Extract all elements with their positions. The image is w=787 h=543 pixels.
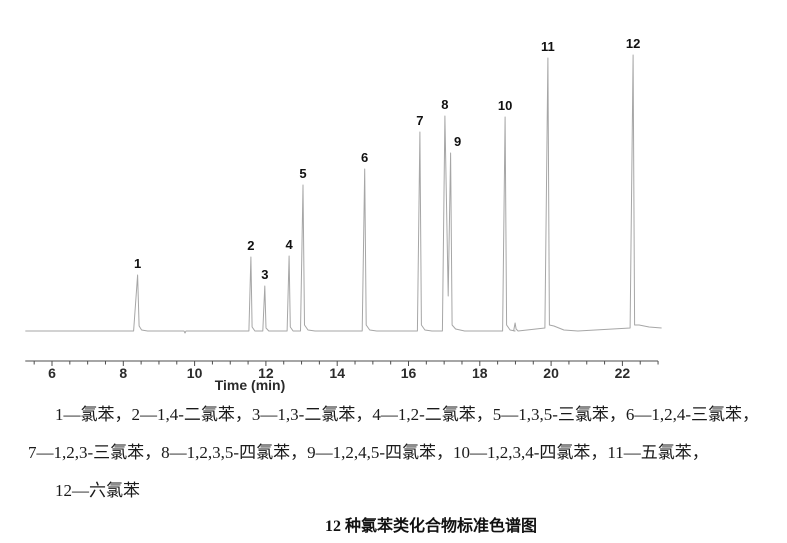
legend-line: 12—六氯苯: [55, 481, 140, 500]
peak-label-6: 6: [361, 150, 368, 165]
x-tick-label: 6: [48, 365, 56, 381]
x-tick-label: 20: [543, 365, 559, 381]
x-tick-label: 12: [258, 365, 274, 381]
peak-label-11: 11: [541, 39, 555, 54]
peak-label-10: 10: [498, 98, 512, 113]
peak-label-5: 5: [299, 166, 306, 181]
peak-label-8: 8: [441, 97, 448, 112]
peak-label-2: 2: [247, 238, 254, 253]
legend-line: 7—1,2,3-三氯苯，8—1,2,3,5-四氯苯，9—1,2,4,5-四氯苯，…: [28, 443, 709, 462]
x-tick-label: 10: [187, 365, 203, 381]
peak-legend: 1—氯苯，2—1,4-二氯苯，3—1,3-二氯苯，4—1,2-二氯苯，5—1,3…: [28, 396, 764, 510]
peak-label-12: 12: [626, 36, 640, 51]
legend-line: 1—氯苯，2—1,4-二氯苯，3—1,3-二氯苯，4—1,2-二氯苯，5—1,3…: [55, 405, 760, 424]
peak-label-7: 7: [416, 113, 423, 128]
x-tick-label: 18: [472, 365, 488, 381]
chromatogram-trace: [25, 54, 662, 334]
time-axis: 6 8 10 12 14 16 18 20 22 Time (min): [25, 360, 659, 393]
peak-label-1: 1: [134, 256, 141, 271]
figure-caption: 12 种氯苯类化合物标准色谱图: [325, 518, 538, 535]
x-axis-title: Time (min): [215, 377, 286, 393]
x-tick-label: 16: [401, 365, 417, 381]
x-tick-label: 22: [615, 365, 631, 381]
peak-label-3: 3: [261, 267, 268, 282]
x-tick-label: 8: [119, 365, 127, 381]
peak-label-9: 9: [454, 134, 461, 149]
x-tick-label: 14: [329, 365, 345, 381]
peak-label-4: 4: [285, 237, 293, 252]
